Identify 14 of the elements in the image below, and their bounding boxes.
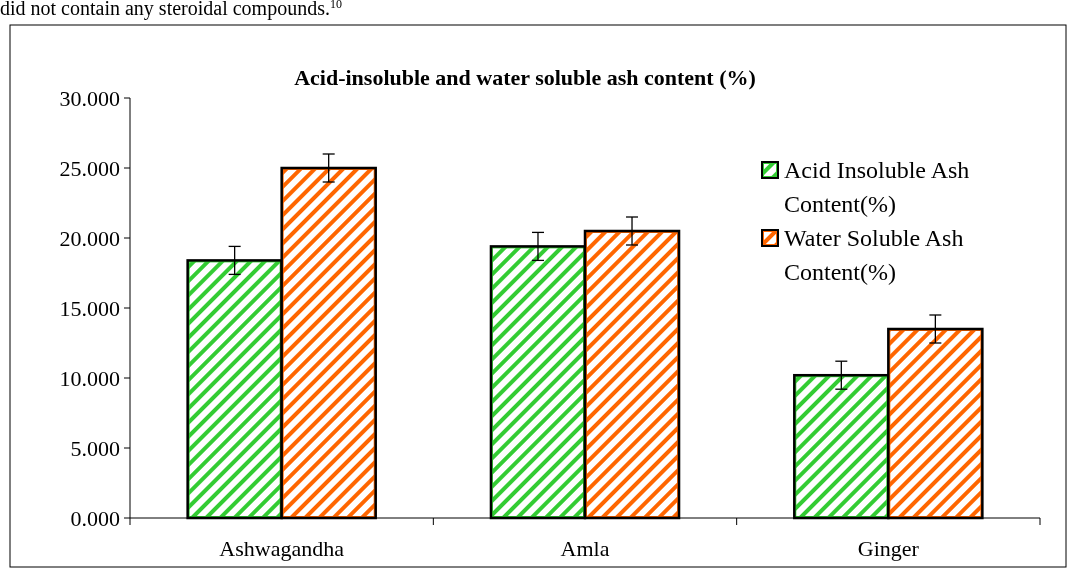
legend-label: Acid Insoluble Ash Content(%) <box>784 157 970 218</box>
legend-label: Water Soluble Ash Content(%) <box>784 225 964 286</box>
y-tick-label: 30.000 <box>59 85 120 111</box>
chart-title: Acid-insoluble and water soluble ash content (%) <box>294 65 756 90</box>
y-tick-label: 10.000 <box>59 365 120 391</box>
text: did not contain any steroidal compounds.$^{10}$ <box>0 0 342 20</box>
y-tick-label: 15.000 <box>59 295 120 321</box>
x-tick-label: Ashwagandha <box>219 536 345 561</box>
x-tick-label: Ginger <box>857 536 920 561</box>
y-tick-label: 5.000 <box>70 435 120 461</box>
y-tick-label: 20.000 <box>59 225 120 251</box>
x-tick-label: Amla <box>560 536 610 561</box>
y-tick-label: 0.000 <box>70 505 120 531</box>
y-tick-label: 25.000 <box>59 155 120 181</box>
